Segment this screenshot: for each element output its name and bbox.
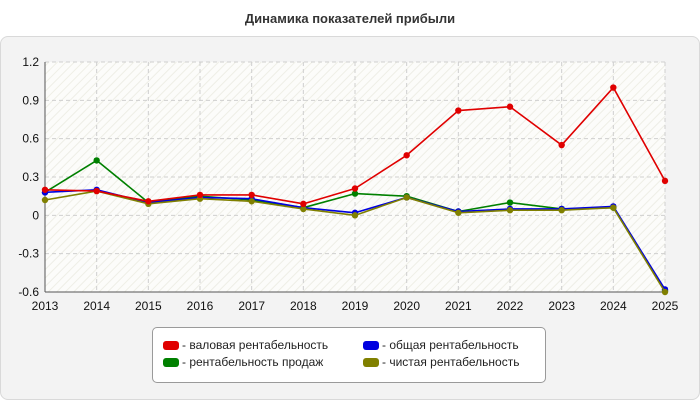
x-tick-label: 2022	[497, 299, 524, 313]
legend-swatch-net-margin	[363, 357, 379, 367]
data-point[interactable]	[506, 199, 514, 206]
legend-item-gross-margin[interactable]: - валовая рентабельность	[163, 337, 328, 353]
x-tick-label: 2015	[135, 299, 162, 313]
legend-label-overall-margin: - общая рентабельность	[382, 338, 519, 352]
data-point[interactable]	[300, 200, 307, 208]
y-tick-label: -0.3	[18, 247, 39, 261]
legend-item-overall-margin[interactable]: - общая рентабельность	[363, 337, 519, 353]
legend-item-net-margin[interactable]: - чистая рентабельность	[363, 354, 519, 370]
data-point[interactable]	[248, 198, 255, 205]
x-tick-label: 2016	[187, 299, 214, 313]
x-tick-label: 2019	[342, 299, 369, 313]
data-point[interactable]	[41, 196, 49, 204]
data-point[interactable]	[93, 187, 100, 195]
legend-label-net-margin: - чистая рентабельность	[382, 355, 520, 369]
series-0	[41, 84, 669, 208]
y-tick-label: -0.6	[18, 285, 39, 299]
data-point[interactable]	[351, 190, 359, 197]
legend-label-gross-margin: - валовая рентабельность	[182, 338, 329, 352]
data-point[interactable]	[403, 152, 410, 159]
data-point[interactable]	[351, 212, 359, 219]
data-point[interactable]	[41, 186, 49, 193]
data-point[interactable]	[455, 107, 462, 114]
data-point[interactable]	[661, 288, 669, 296]
legend-swatch-overall-margin	[363, 340, 379, 350]
y-tick-label: 0	[32, 208, 39, 222]
data-point[interactable]	[93, 157, 100, 164]
x-tick-label: 2024	[600, 299, 627, 313]
data-point[interactable]	[455, 209, 462, 216]
x-tick-label: 2021	[445, 299, 472, 313]
data-point[interactable]	[558, 141, 565, 149]
legend-swatch-gross-margin	[163, 340, 179, 350]
x-tick-label: 2023	[548, 299, 575, 313]
axes	[44, 62, 665, 293]
data-point[interactable]	[610, 84, 617, 91]
series	[41, 84, 669, 296]
y-tick-label: 1.2	[22, 55, 39, 69]
data-point[interactable]	[506, 103, 514, 110]
x-tick-label: 2017	[238, 299, 265, 313]
x-tick-label: 2020	[393, 299, 420, 313]
legend-swatch-sales-margin	[163, 357, 179, 367]
x-tick-label: 2018	[290, 299, 317, 313]
x-tick-label: 2014	[83, 299, 110, 313]
data-point[interactable]	[145, 198, 152, 205]
y-tick-label: 0.9	[22, 93, 39, 107]
data-point[interactable]	[506, 207, 514, 214]
data-point[interactable]	[248, 191, 255, 199]
x-tick-label: 2013	[32, 299, 59, 313]
chart-title: Динамика показателей прибыли	[244, 11, 456, 26]
data-point[interactable]	[300, 205, 307, 213]
data-point[interactable]	[351, 185, 359, 192]
y-tick-label: 0.3	[22, 170, 39, 184]
data-point[interactable]	[610, 204, 617, 211]
data-point[interactable]	[661, 177, 669, 185]
data-point[interactable]	[196, 191, 204, 199]
legend-label-sales-margin: - рентабельность продаж	[182, 355, 324, 369]
data-point[interactable]	[403, 194, 410, 201]
x-tick-label: 2025	[652, 299, 679, 313]
y-tick-label: 0.6	[22, 132, 39, 146]
data-point[interactable]	[558, 207, 565, 214]
legend: - валовая рентабельность - общая рентабе…	[152, 327, 546, 383]
legend-item-sales-margin[interactable]: - рентабельность продаж	[163, 354, 323, 370]
